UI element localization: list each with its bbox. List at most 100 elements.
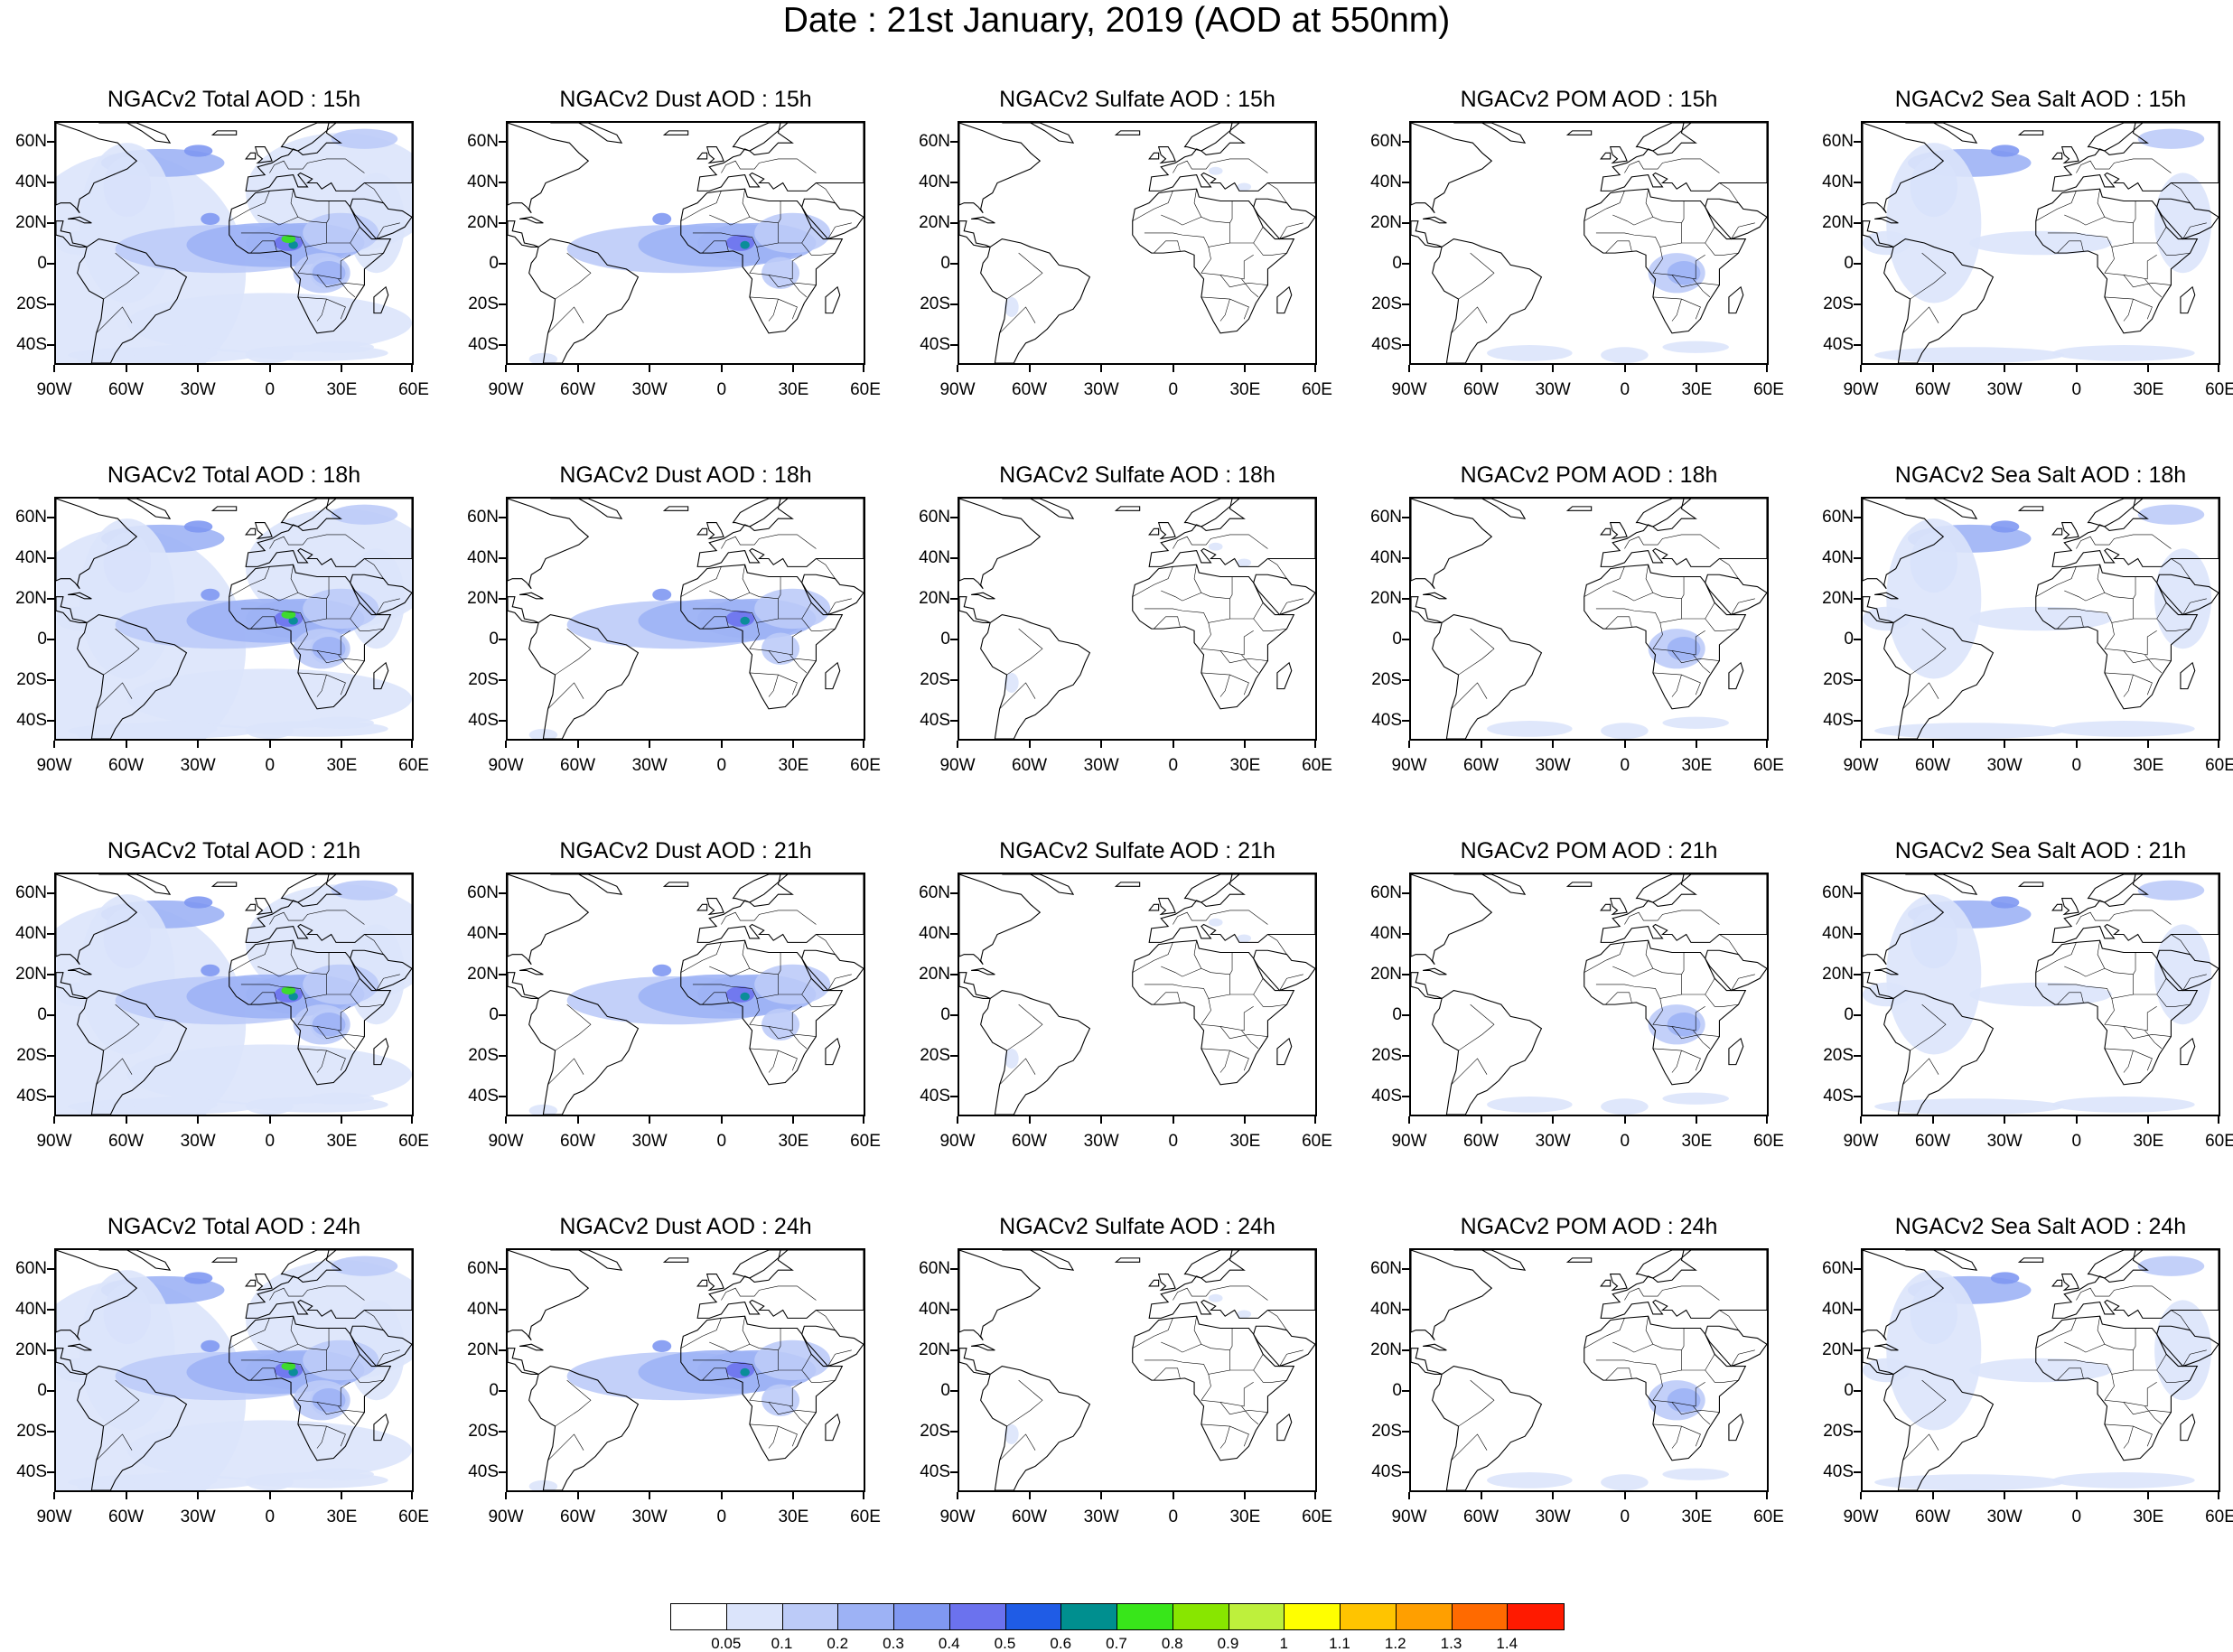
country-border bbox=[1693, 654, 1711, 674]
aod-shading bbox=[528, 1339, 831, 1490]
country-border bbox=[96, 1058, 133, 1086]
colorbar-label: 1.2 bbox=[1384, 1635, 1406, 1652]
latitude-label: 20S bbox=[920, 669, 950, 689]
aod-map bbox=[959, 874, 1315, 1115]
aod-blob bbox=[1886, 1270, 1982, 1431]
longitude-tick bbox=[720, 1492, 723, 1499]
aod-blob bbox=[303, 1339, 379, 1381]
latitude-tick bbox=[950, 556, 958, 559]
country-border bbox=[2047, 598, 2134, 623]
country-border bbox=[1605, 616, 1632, 630]
country-border bbox=[709, 590, 750, 602]
coastline bbox=[373, 661, 389, 690]
coastline bbox=[508, 220, 539, 247]
coastline bbox=[1609, 522, 1628, 540]
country-border bbox=[768, 1050, 779, 1073]
coastline bbox=[280, 499, 337, 527]
coastline bbox=[1114, 1257, 1141, 1263]
aod-blob bbox=[307, 1468, 374, 1480]
country-border bbox=[789, 654, 808, 674]
longitude-label: 0 bbox=[716, 1132, 727, 1151]
colorbar-label: 0.2 bbox=[827, 1635, 849, 1652]
latitude-tick bbox=[47, 1430, 54, 1433]
longitude-tick bbox=[2147, 365, 2150, 372]
longitude-tick bbox=[1552, 365, 1555, 372]
coastline bbox=[77, 613, 188, 739]
coastline bbox=[662, 506, 689, 511]
aod-shading bbox=[1863, 1255, 2212, 1490]
coastline bbox=[959, 220, 991, 247]
country-border bbox=[1652, 296, 1701, 320]
latitude-label: 40N bbox=[15, 923, 47, 943]
country-border bbox=[364, 558, 384, 579]
latitude-label: 40N bbox=[1822, 547, 1854, 567]
coastline bbox=[971, 967, 995, 975]
longitude-tick bbox=[1480, 1492, 1482, 1499]
longitude-label: 60W bbox=[108, 1507, 145, 1526]
longitude-tick bbox=[1696, 1116, 1698, 1124]
coastline bbox=[1883, 1365, 1995, 1490]
map-panel: NGACv2 POM AOD : 21h 60N 40N 20N 0 20S 40S 90W 6… bbox=[1370, 838, 1784, 1151]
coastline bbox=[56, 1348, 88, 1375]
country-border bbox=[2156, 242, 2191, 256]
longitude-label: 30W bbox=[631, 1507, 668, 1526]
longitude-label: 30E bbox=[326, 1507, 358, 1526]
aod-blob bbox=[740, 616, 750, 625]
longitude-tick bbox=[957, 741, 958, 748]
country-border bbox=[1173, 534, 1268, 549]
country-border bbox=[316, 650, 365, 664]
aod-blob bbox=[725, 611, 755, 627]
coastline bbox=[1600, 499, 1767, 567]
aod-blob bbox=[331, 880, 398, 901]
longitude-label: 90W bbox=[1391, 1507, 1427, 1526]
country-border bbox=[229, 566, 270, 597]
longitude-tick bbox=[2147, 1116, 2150, 1124]
longitude-label: 90W bbox=[1391, 1132, 1427, 1151]
longitude-label: 90W bbox=[939, 1507, 976, 1526]
colorbar-label: 0.1 bbox=[771, 1635, 793, 1652]
coastline bbox=[1183, 1250, 1240, 1279]
colorbar-label: 0.05 bbox=[711, 1635, 742, 1652]
coastline bbox=[350, 1325, 412, 1367]
aod-blob bbox=[307, 341, 374, 353]
longitude-label: 30E bbox=[778, 1507, 809, 1526]
aod-map bbox=[508, 1250, 864, 1490]
panel-title: NGACv2 POM AOD : 15h bbox=[1460, 87, 1718, 112]
country-border bbox=[1671, 1026, 1720, 1040]
coastline bbox=[2017, 130, 2044, 135]
aod-blob bbox=[2154, 1300, 2212, 1401]
aod-blob bbox=[1237, 1310, 1252, 1319]
aod-map bbox=[508, 123, 864, 363]
longitude-label: 0 bbox=[265, 756, 276, 775]
longitude-label: 0 bbox=[716, 1507, 727, 1526]
colorbar-label: 0.6 bbox=[1050, 1635, 1072, 1652]
aod-blob bbox=[201, 964, 220, 977]
latitude-tick bbox=[1402, 973, 1409, 975]
country-border bbox=[1279, 598, 1303, 615]
longitude-tick bbox=[197, 1116, 200, 1124]
coastline bbox=[56, 596, 88, 623]
latitude-label: 40N bbox=[1370, 547, 1402, 567]
aod-shading bbox=[56, 504, 412, 739]
country-border bbox=[1652, 1048, 1701, 1071]
country-border bbox=[1161, 1341, 1201, 1353]
aod-blob bbox=[201, 212, 220, 226]
country-border bbox=[350, 994, 384, 1007]
map-frame bbox=[1409, 121, 1769, 365]
latitude-tick bbox=[499, 1267, 506, 1270]
aod-blob bbox=[1004, 296, 1019, 318]
longitude-label: 30W bbox=[1986, 1507, 2023, 1526]
aod-blob bbox=[1004, 672, 1019, 694]
longitude-tick bbox=[1408, 741, 1410, 748]
longitude-tick bbox=[53, 365, 55, 372]
coastline bbox=[1874, 1343, 1899, 1351]
country-border bbox=[749, 296, 798, 320]
longitude-label: 0 bbox=[716, 380, 727, 399]
country-border bbox=[709, 966, 750, 977]
latitude-label: 60N bbox=[467, 131, 499, 151]
coastline bbox=[280, 1250, 337, 1279]
country-border bbox=[376, 974, 400, 991]
country-border bbox=[789, 1405, 808, 1425]
country-border bbox=[1719, 558, 1739, 579]
panel-title: NGACv2 Dust AOD : 15h bbox=[559, 87, 812, 112]
